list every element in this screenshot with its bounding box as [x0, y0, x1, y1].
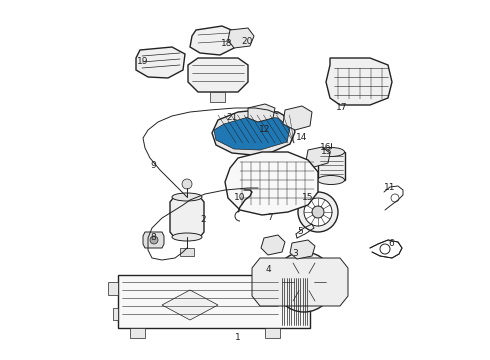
- Text: 17: 17: [336, 104, 348, 112]
- Circle shape: [298, 192, 338, 232]
- Polygon shape: [130, 328, 145, 338]
- Text: 9: 9: [150, 161, 156, 170]
- Ellipse shape: [172, 193, 202, 201]
- Polygon shape: [225, 152, 318, 215]
- Circle shape: [300, 278, 308, 286]
- Text: 6: 6: [388, 238, 394, 248]
- Polygon shape: [162, 290, 218, 320]
- Ellipse shape: [318, 175, 344, 184]
- Polygon shape: [190, 26, 236, 55]
- Text: 21: 21: [226, 113, 238, 122]
- Text: 8: 8: [150, 234, 156, 243]
- Polygon shape: [290, 240, 315, 259]
- Ellipse shape: [172, 233, 202, 241]
- Text: 3: 3: [292, 248, 298, 257]
- Bar: [180, 248, 194, 256]
- Polygon shape: [136, 47, 185, 78]
- Text: 10: 10: [234, 194, 246, 202]
- Circle shape: [294, 272, 314, 292]
- Polygon shape: [252, 258, 348, 306]
- Text: 13: 13: [321, 148, 333, 157]
- Polygon shape: [214, 116, 290, 150]
- Text: 12: 12: [259, 126, 270, 135]
- Circle shape: [312, 206, 324, 218]
- Polygon shape: [248, 104, 275, 122]
- Circle shape: [282, 260, 326, 304]
- Circle shape: [391, 194, 399, 202]
- Polygon shape: [113, 308, 118, 320]
- Polygon shape: [306, 147, 330, 167]
- Polygon shape: [212, 110, 295, 155]
- Text: 11: 11: [384, 184, 396, 193]
- Polygon shape: [118, 275, 310, 328]
- Text: 7: 7: [267, 213, 273, 222]
- Polygon shape: [170, 197, 204, 237]
- Text: 4: 4: [265, 266, 271, 274]
- Polygon shape: [188, 58, 248, 92]
- Text: 18: 18: [221, 39, 233, 48]
- Polygon shape: [326, 58, 392, 105]
- Circle shape: [182, 179, 192, 189]
- Text: 5: 5: [297, 228, 303, 237]
- Polygon shape: [143, 232, 164, 248]
- Text: 15: 15: [302, 194, 314, 202]
- Polygon shape: [210, 92, 225, 102]
- Ellipse shape: [318, 148, 344, 157]
- Polygon shape: [318, 152, 345, 180]
- Polygon shape: [261, 235, 285, 255]
- Text: 19: 19: [137, 58, 149, 67]
- Text: 16: 16: [320, 143, 332, 152]
- Circle shape: [380, 244, 390, 254]
- Text: 2: 2: [200, 216, 206, 225]
- Polygon shape: [228, 28, 254, 48]
- Polygon shape: [265, 328, 280, 338]
- Text: 1: 1: [235, 333, 241, 342]
- Text: 14: 14: [296, 134, 308, 143]
- Polygon shape: [283, 106, 312, 130]
- Circle shape: [274, 252, 334, 312]
- Text: 20: 20: [241, 37, 253, 46]
- Polygon shape: [108, 282, 118, 295]
- Circle shape: [304, 198, 332, 226]
- Circle shape: [150, 236, 158, 244]
